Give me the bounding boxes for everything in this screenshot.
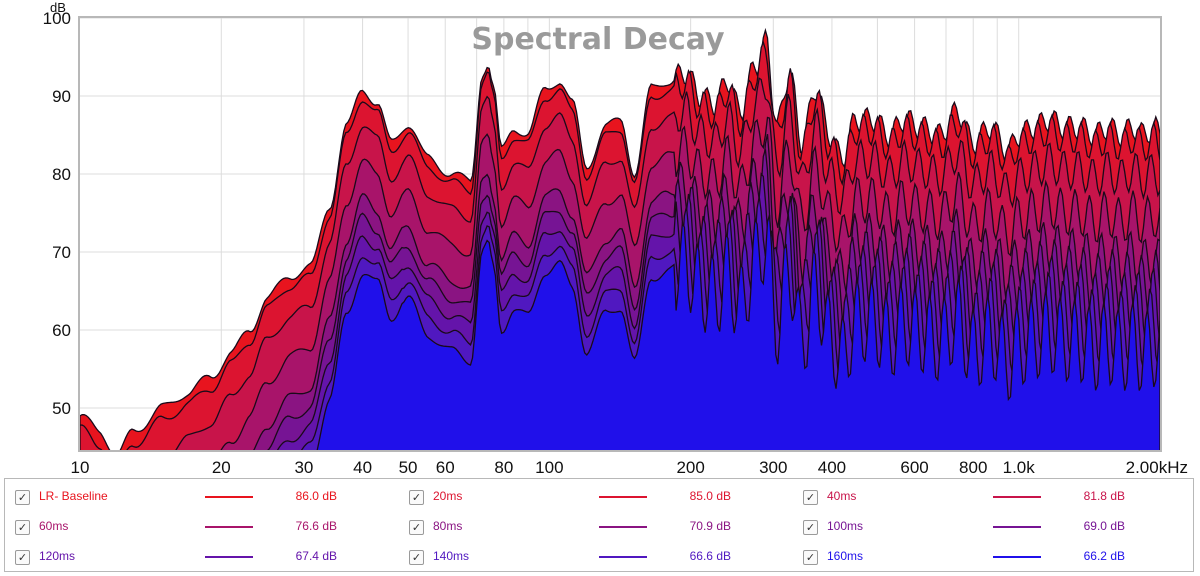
plot-frame xyxy=(78,16,1162,452)
y-tick-label: 70 xyxy=(52,243,71,262)
legend-series-value: 69.0 dB xyxy=(1083,519,1125,533)
x-axis-ticks: 10 20 30 40 50 60 80 100 200 300 400 600 800 1.0k 2.00… xyxy=(71,458,1188,477)
x-tick-label: 50 xyxy=(399,458,418,477)
legend-item-120ms: ✓ 120ms 67.4 dB xyxy=(5,544,395,570)
legend-series-name: 160ms xyxy=(827,549,864,563)
legend-line-swatch xyxy=(993,556,1041,558)
legend-checkbox[interactable]: ✓ xyxy=(803,520,818,535)
legend-checkbox[interactable]: ✓ xyxy=(15,490,30,505)
legend-item-160ms: ✓ 160ms 66.2 dB xyxy=(793,544,1183,570)
x-tick-label: 30 xyxy=(294,458,313,477)
legend-item-100ms: ✓ 100ms 69.0 dB xyxy=(793,514,1183,540)
decay-areas xyxy=(80,27,1160,450)
legend-line-swatch xyxy=(205,556,253,558)
y-tick-label: 100 xyxy=(43,9,71,28)
legend-series-name: 120ms xyxy=(39,549,76,563)
y-tick-label: 50 xyxy=(52,399,71,418)
chart-title: Spectral Decay xyxy=(471,22,725,57)
x-tick-label: 1.0k xyxy=(1003,458,1036,477)
legend-line-swatch xyxy=(205,526,253,528)
legend-item-140ms: ✓ 140ms 66.6 dB xyxy=(399,544,789,570)
legend-checkbox[interactable]: ✓ xyxy=(803,490,818,505)
legend-line-swatch xyxy=(599,526,647,528)
legend-series-value: 66.6 dB xyxy=(689,549,731,563)
y-tick-label: 60 xyxy=(52,321,71,340)
legend-series-value: 66.2 dB xyxy=(1083,549,1125,563)
legend-series-value: 70.9 dB xyxy=(689,519,731,533)
x-tick-label: 20 xyxy=(212,458,231,477)
legend-checkbox[interactable]: ✓ xyxy=(409,550,424,565)
legend-series-name: LR- Baseline xyxy=(39,489,108,503)
legend-item-80ms: ✓ 80ms 70.9 dB xyxy=(399,514,789,540)
legend-series-value: 67.4 dB xyxy=(295,549,337,563)
x-tick-label: 100 xyxy=(535,458,563,477)
legend-series-name: 100ms xyxy=(827,519,864,533)
legend-series-name: 140ms xyxy=(433,549,470,563)
y-tick-label: 90 xyxy=(52,87,71,106)
legend-item-40ms: ✓ 40ms 81.8 dB xyxy=(793,484,1183,510)
legend-checkbox[interactable]: ✓ xyxy=(15,550,30,565)
legend-series-name: 60ms xyxy=(39,519,69,533)
legend-series-name: 80ms xyxy=(433,519,463,533)
x-tick-label: 60 xyxy=(436,458,455,477)
legend-series-name: 40ms xyxy=(827,489,857,503)
y-axis-unit: dB xyxy=(50,0,66,15)
spectral-decay-chart: Spectral Decay dB 100 90 80 70 60 50 10 20 30 40… xyxy=(43,0,1188,477)
legend-line-swatch xyxy=(993,496,1041,498)
legend-series-value: 86.0 dB xyxy=(295,489,337,503)
x-tick-label: 400 xyxy=(818,458,846,477)
legend-item-60ms: ✓ 60ms 76.6 dB xyxy=(5,514,395,540)
legend-line-swatch xyxy=(599,496,647,498)
x-tick-label: 80 xyxy=(494,458,513,477)
legend-checkbox[interactable]: ✓ xyxy=(15,520,30,535)
y-tick-label: 80 xyxy=(52,165,71,184)
legend-series-name: 20ms xyxy=(433,489,463,503)
legend-series-value: 85.0 dB xyxy=(689,489,731,503)
x-tick-label: 200 xyxy=(676,458,704,477)
legend-series-value: 81.8 dB xyxy=(1083,489,1125,503)
x-tick-label: 600 xyxy=(900,458,928,477)
x-tick-label: 10 xyxy=(71,458,90,477)
x-tick-label: 40 xyxy=(353,458,372,477)
x-tick-label: 800 xyxy=(959,458,987,477)
decay-area-160ms xyxy=(316,214,1160,450)
legend-line-swatch xyxy=(599,556,647,558)
legend-item-lr-baseline: ✓ LR- Baseline 86.0 dB xyxy=(5,484,395,510)
legend-series-value: 76.6 dB xyxy=(295,519,337,533)
x-tick-label: 300 xyxy=(759,458,787,477)
legend-checkbox[interactable]: ✓ xyxy=(409,520,424,535)
legend: ✓ LR- Baseline 86.0 dB ✓ 20ms 85.0 dB ✓ 40ms 81.… xyxy=(4,478,1194,572)
y-axis-ticks: 100 90 80 70 60 50 xyxy=(43,9,71,418)
legend-item-20ms: ✓ 20ms 85.0 dB xyxy=(399,484,789,510)
legend-line-swatch xyxy=(993,526,1041,528)
legend-line-swatch xyxy=(205,496,253,498)
x-tick-label: 2.00kHz xyxy=(1126,458,1188,477)
legend-checkbox[interactable]: ✓ xyxy=(409,490,424,505)
legend-checkbox[interactable]: ✓ xyxy=(803,550,818,565)
